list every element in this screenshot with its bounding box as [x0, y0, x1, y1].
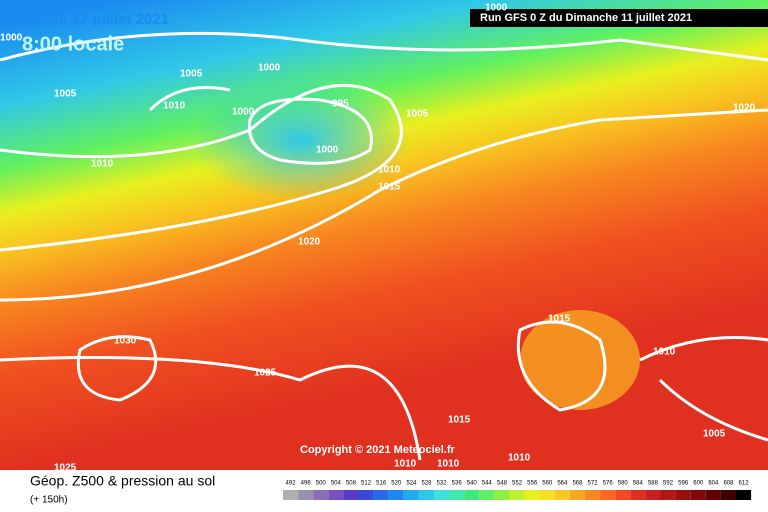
legend-label: 520 [391, 481, 402, 487]
footer-lead: (+ 150h) [30, 495, 68, 506]
isobar-label: 1020 [298, 237, 321, 248]
legend-cell [660, 490, 676, 500]
isobar-label: 1030 [114, 336, 137, 347]
legend-cell [705, 490, 721, 500]
run-box [470, 9, 768, 27]
legend-cell [600, 490, 616, 500]
legend-cell [388, 490, 404, 500]
legend-label: 584 [633, 481, 644, 487]
legend-label: 560 [542, 481, 553, 487]
legend-cell [539, 490, 555, 500]
legend-cell [690, 490, 706, 500]
legend-label: 508 [346, 481, 357, 487]
isobar-label: 1005 [180, 69, 203, 80]
run: Run GFS 0 Z du Dimanche 11 juillet 2021 [480, 12, 692, 24]
legend-label: 572 [588, 481, 599, 487]
warm-area [520, 310, 640, 410]
legend-cell [720, 490, 736, 500]
legend-label: 580 [618, 481, 629, 487]
legend-cell [736, 490, 752, 500]
legend-label: 548 [497, 481, 508, 487]
isobar-label: 1025 [254, 368, 277, 379]
legend-cell [479, 490, 495, 500]
isobar-label: 1000 [258, 63, 281, 74]
legend-cell [569, 490, 585, 500]
isobar-label: 1010 [508, 453, 531, 464]
legend-cell [358, 490, 374, 500]
isobar-label: 1010 [91, 159, 114, 170]
legend-cell [615, 490, 631, 500]
legend-label: 552 [512, 481, 523, 487]
legend-cell [328, 490, 344, 500]
legend-cell [298, 490, 314, 500]
legend-label: 540 [467, 481, 478, 487]
legend-label: 496 [301, 481, 312, 487]
legend-label: 612 [739, 481, 750, 487]
isobar-label: 1010 [437, 459, 460, 470]
isobar-label: 1005 [54, 89, 77, 100]
legend-label: 516 [376, 481, 387, 487]
isobars [0, 31, 768, 461]
legend-cell [313, 490, 329, 500]
isobar-label: 1000 [0, 33, 23, 44]
legend-label: 608 [723, 481, 734, 487]
legend-label: 564 [557, 481, 568, 487]
isobar-label: 1015 [548, 314, 571, 325]
legend-cell [509, 490, 525, 500]
legend-label: 512 [361, 481, 372, 487]
date: Samedi 17 juillet 2021 [14, 11, 169, 28]
copyright: Copyright © 2021 Meteociel.fr [300, 444, 456, 456]
legend-cell [630, 490, 646, 500]
legend-label: 604 [708, 481, 719, 487]
legend-cell [418, 490, 434, 500]
legend-label: 536 [452, 481, 463, 487]
legend-cell [403, 490, 419, 500]
isobar-label: 1005 [406, 109, 429, 120]
legend-label: 500 [316, 481, 327, 487]
isobar-label: 1020 [733, 103, 756, 114]
legend-cell [524, 490, 540, 500]
legend-cell [343, 490, 359, 500]
footer-title: Géop. Z500 & pression au sol [30, 473, 215, 489]
isobar-label: 1015 [448, 415, 471, 426]
legend-cell [675, 490, 691, 500]
legend-label: 528 [421, 481, 432, 487]
isobar-label: 1010 [163, 101, 186, 112]
legend-cell [554, 490, 570, 500]
isobar-label: 1000 [316, 145, 339, 156]
legend-label: 544 [482, 481, 493, 487]
legend-cell [645, 490, 661, 500]
legend-label: 532 [437, 481, 448, 487]
isobar-label: 1005 [703, 429, 726, 440]
legend-cell [373, 490, 389, 500]
isobar-label: 1010 [653, 347, 676, 358]
legend-cell [585, 490, 601, 500]
time: 8:00 locale [22, 33, 124, 55]
isobar-label: 1010 [394, 459, 417, 470]
legend-label: 568 [572, 481, 583, 487]
legend-label: 576 [603, 481, 614, 487]
isobar-label: 1015 [378, 182, 401, 193]
isobar-label: 1000 [232, 107, 255, 118]
legend-label: 588 [648, 481, 659, 487]
legend-label: 524 [406, 481, 417, 487]
legend-cell [434, 490, 450, 500]
isobar-label: 1010 [378, 165, 401, 176]
legend-label: 600 [693, 481, 704, 487]
legend-cell [464, 490, 480, 500]
legend-label: 504 [331, 481, 342, 487]
isobar-label: 995 [332, 99, 349, 110]
legend-label: 492 [286, 481, 297, 487]
legend-cell [283, 490, 299, 500]
legend-label: 596 [678, 481, 689, 487]
legend-label: 592 [663, 481, 674, 487]
legend-cell [494, 490, 510, 500]
isobar-label: 1000 [485, 3, 508, 14]
legend-cell [449, 490, 465, 500]
isobar-label: 1025 [54, 463, 77, 474]
legend-label: 556 [527, 481, 538, 487]
